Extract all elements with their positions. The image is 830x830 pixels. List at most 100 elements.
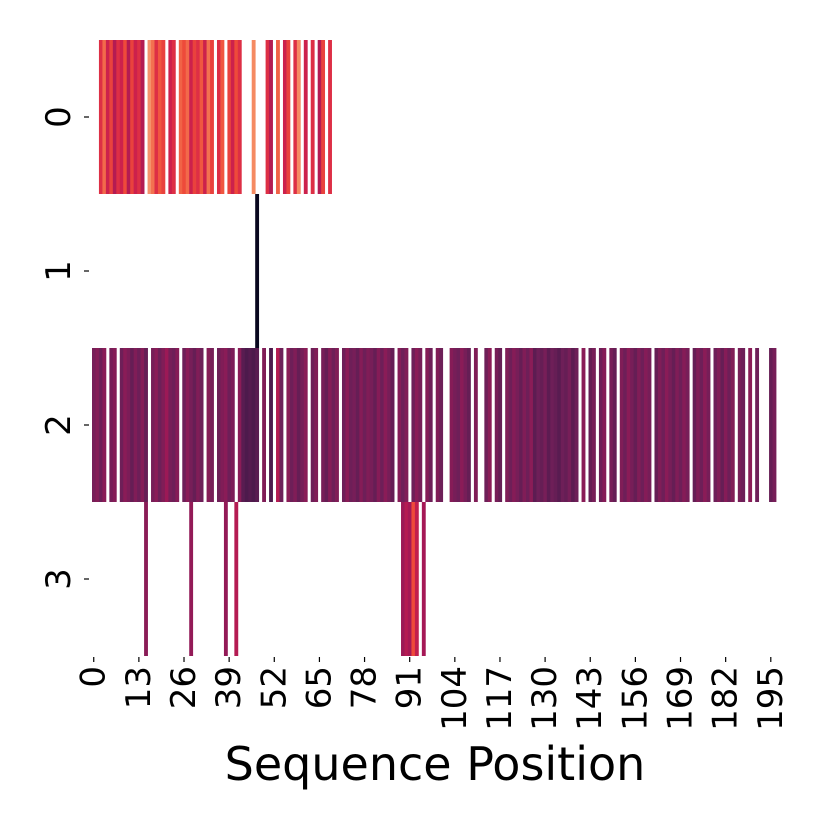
heatmap-cell-row2-x77 bbox=[359, 348, 364, 502]
heatmap-cell-row2-x42 bbox=[237, 348, 242, 502]
heatmap-cell-row2-x120 bbox=[508, 348, 513, 502]
heatmap-cell-row2-x135 bbox=[560, 348, 565, 502]
y-tick-label-0: 0 bbox=[39, 106, 79, 128]
heatmap-cell-row2-x31 bbox=[199, 348, 204, 502]
heatmap-cell-row2-x170 bbox=[682, 348, 687, 502]
heatmap-cell-row2-x20 bbox=[161, 348, 166, 502]
heatmap-cell-row2-x184 bbox=[730, 348, 735, 502]
heatmap-cell-row2-x80 bbox=[369, 348, 374, 502]
x-axis-title: Sequence Position bbox=[225, 737, 646, 791]
heatmap-cell-row0-x26 bbox=[182, 40, 187, 194]
x-tick-label-104: 104 bbox=[435, 666, 475, 731]
heatmap-cell-row2-x152 bbox=[619, 348, 624, 502]
heatmap-cell-row0-x27 bbox=[185, 40, 190, 194]
heatmap-cell-row1-x47 bbox=[255, 194, 260, 348]
heatmap-cell-row2-x126 bbox=[529, 348, 534, 502]
heatmap-cell-row0-x19 bbox=[157, 40, 162, 194]
heatmap-cell-row0-x29 bbox=[192, 40, 197, 194]
heatmap-cell-row2-x39 bbox=[227, 348, 232, 502]
heatmap-cell-row2-x33 bbox=[206, 348, 211, 502]
heatmap-cell-row2-x82 bbox=[376, 348, 381, 502]
heatmap-cell-row0-x63 bbox=[310, 40, 315, 194]
heatmap-cell-row2-x155 bbox=[630, 348, 635, 502]
heatmap-cell-row0-x58 bbox=[293, 40, 298, 194]
heatmap-cell-row2-x89 bbox=[401, 348, 405, 502]
heatmap-cell-row3-x95 bbox=[421, 502, 426, 656]
heatmap-cell-row0-x20 bbox=[161, 40, 166, 194]
heatmap-cell-row2-x57 bbox=[289, 348, 294, 502]
heatmap-cell-row2-x21 bbox=[164, 348, 169, 502]
heatmap-cell-row2-x150 bbox=[612, 348, 617, 502]
heatmap-cell-row2-x163 bbox=[657, 348, 662, 502]
x-tick-label-195: 195 bbox=[751, 666, 791, 731]
heatmap-cell-row0-x33 bbox=[206, 40, 211, 194]
heatmap-cell-row2-x68 bbox=[328, 348, 332, 502]
heatmap-cell-row2-x47 bbox=[255, 348, 260, 502]
heatmap-cell-row2-x79 bbox=[366, 348, 371, 502]
heatmap-cell-row3-x15 bbox=[144, 502, 148, 656]
heatmap-cell-row2-x3 bbox=[102, 348, 107, 502]
heatmap-cell-row0-x31 bbox=[199, 40, 204, 194]
heatmap-cells bbox=[92, 40, 777, 656]
y-tick-label-2: 2 bbox=[39, 414, 79, 436]
heatmap-cell-row2-x144 bbox=[591, 348, 596, 502]
heatmap-cell-row0-x46 bbox=[251, 40, 256, 194]
heatmap-cell-row3-x93 bbox=[414, 502, 419, 656]
heatmap-cell-row2-x97 bbox=[428, 348, 433, 502]
heatmap-cell-row2-x44 bbox=[244, 348, 249, 502]
heatmap-cell-row2-x73 bbox=[345, 348, 350, 502]
heatmap-cell-row2-x187 bbox=[741, 348, 746, 502]
x-tick-label-13: 13 bbox=[119, 666, 159, 709]
heatmap-cell-row0-x34 bbox=[210, 40, 214, 194]
x-tick-label-0: 0 bbox=[74, 666, 114, 688]
heatmap-cell-row2-x30 bbox=[196, 348, 201, 502]
heatmap-cell-row2-x175 bbox=[699, 348, 704, 502]
heatmap-cell-row2-x162 bbox=[654, 348, 659, 502]
heatmap-cell-row2-x106 bbox=[460, 348, 464, 502]
heatmap-cell-row2-x46 bbox=[251, 348, 256, 502]
heatmap-cell-row0-x39 bbox=[227, 40, 232, 194]
heatmap-cell-row3-x91 bbox=[407, 502, 412, 656]
heatmap-cell-row2-x171 bbox=[685, 348, 690, 502]
heatmap-cell-row2-x196 bbox=[772, 348, 777, 502]
heatmap-cell-row0-x59 bbox=[296, 40, 301, 194]
heatmap-cell-row2-x88 bbox=[397, 348, 402, 502]
heatmap-cell-row2-x108 bbox=[466, 348, 471, 502]
x-axis: 0 13 26 39 52 65 78 91 104 117 130 143 156 169 182 195 bbox=[74, 657, 791, 731]
heatmap-cell-row2-x137 bbox=[567, 348, 572, 502]
heatmap-cell-row2-x166 bbox=[668, 348, 673, 502]
heatmap-cell-row2-x63 bbox=[310, 348, 315, 502]
heatmap-cell-row0-x32 bbox=[203, 40, 207, 194]
heatmap-cell-row2-x8 bbox=[119, 348, 124, 502]
heatmap-cell-row2-x27 bbox=[185, 348, 190, 502]
heatmap-cell-row2-x154 bbox=[626, 348, 631, 502]
x-tick-label-65: 65 bbox=[299, 666, 339, 709]
heatmap-cell-row2-x38 bbox=[223, 348, 228, 502]
heatmap-cell-row2-x23 bbox=[171, 348, 176, 502]
heatmap-cell-row0-x9 bbox=[123, 40, 128, 194]
heatmap-cell-row2-x168 bbox=[675, 348, 680, 502]
heatmap-cell-row0-x55 bbox=[282, 40, 287, 194]
heatmap-cell-row2-x159 bbox=[644, 348, 648, 502]
heatmap-cell-row2-x134 bbox=[557, 348, 562, 502]
heatmap-cell-row2-x110 bbox=[473, 348, 478, 502]
heatmap-cell-row0-x61 bbox=[303, 40, 308, 194]
heatmap-cell-row2-x72 bbox=[341, 348, 346, 502]
heatmap-cell-row2-x69 bbox=[331, 348, 336, 502]
heatmap-cell-row2-x49 bbox=[262, 348, 266, 502]
heatmap-cell-row0-x68 bbox=[328, 40, 332, 194]
heatmap-cell-row2-x58 bbox=[293, 348, 298, 502]
heatmap-cell-row0-x3 bbox=[102, 40, 107, 194]
heatmap-cell-row2-x14 bbox=[140, 348, 145, 502]
heatmap-cell-row2-x36 bbox=[216, 348, 221, 502]
heatmap-cell-row3-x92 bbox=[411, 502, 416, 656]
heatmap-cell-row2-x147 bbox=[602, 348, 607, 502]
x-tick-label-91: 91 bbox=[390, 666, 430, 709]
heatmap-cell-row2-x181 bbox=[720, 348, 725, 502]
heatmap-cell-row2-x129 bbox=[539, 348, 544, 502]
heatmap-cell-row2-x9 bbox=[123, 348, 128, 502]
heatmap-cell-row2-x121 bbox=[512, 348, 516, 502]
heatmap-cell-row2-x19 bbox=[157, 348, 162, 502]
heatmap-cell-row0-x37 bbox=[220, 40, 225, 194]
heatmap-cell-row2-x54 bbox=[279, 348, 284, 502]
